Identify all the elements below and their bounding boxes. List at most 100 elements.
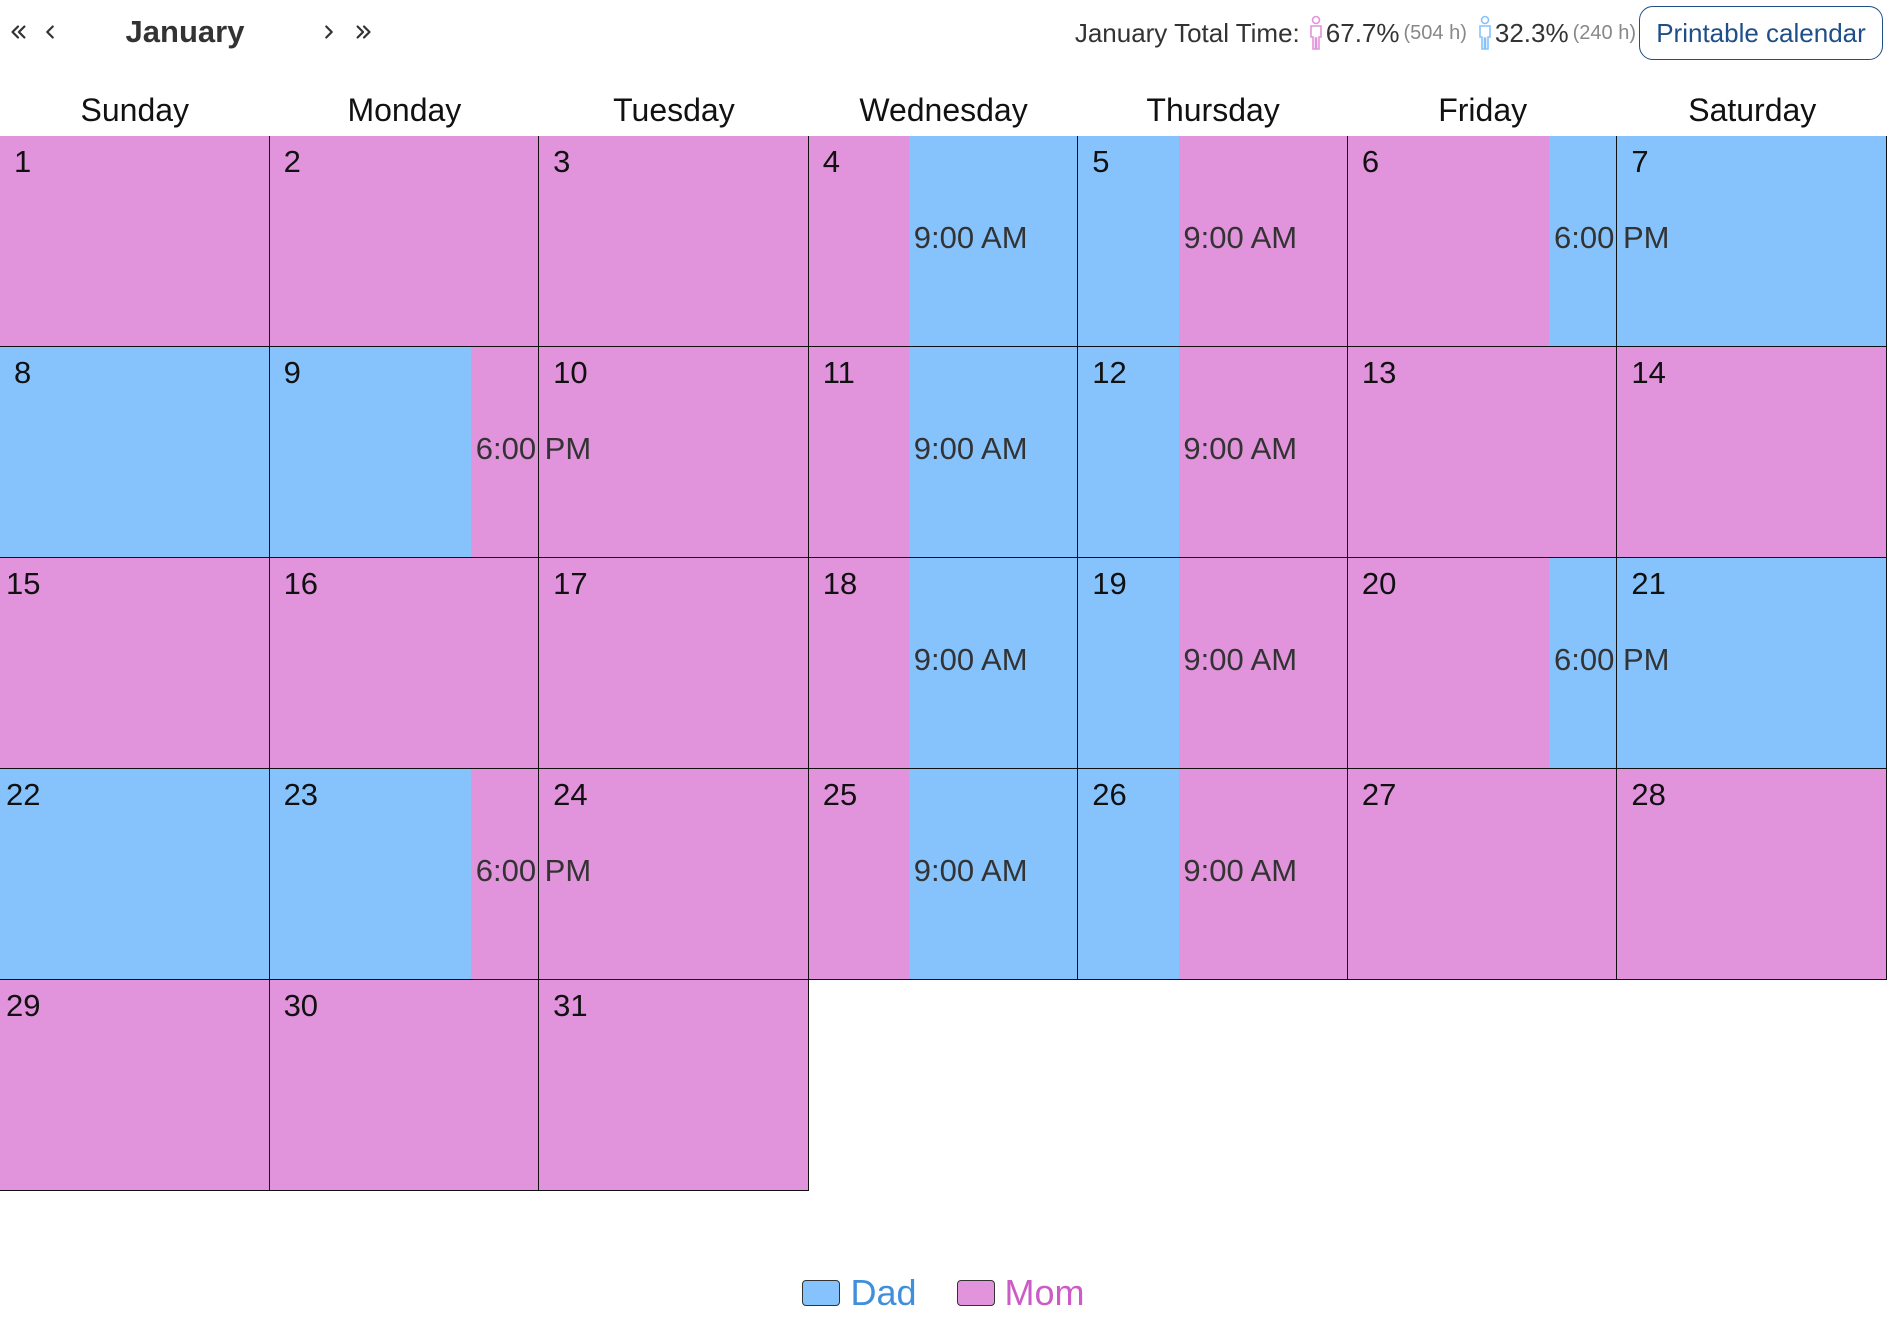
next-year-button[interactable] xyxy=(346,10,382,54)
weekday-label: Friday xyxy=(1438,92,1528,128)
day-number: 14 xyxy=(1631,355,1666,390)
day-cell[interactable]: 9:00 AM 4 xyxy=(808,136,1079,347)
day-number: 24 xyxy=(553,777,588,812)
weekday-label: Wednesday xyxy=(859,92,1028,128)
mom-time-segment xyxy=(1178,558,1347,768)
handoff-time-label: 9:00 AM xyxy=(1183,642,1298,677)
legend-label-dad: Dad xyxy=(850,1272,917,1313)
mom-time-segment xyxy=(1617,347,1886,557)
day-cell[interactable]: 7 xyxy=(1617,136,1887,347)
double-chevron-right-icon xyxy=(356,25,371,39)
day-cell[interactable]: 6:00 PM 23 xyxy=(269,769,591,980)
previous-year-button[interactable] xyxy=(0,10,36,54)
day-cell[interactable]: 8 xyxy=(0,347,270,558)
legend-item-mom: Mom xyxy=(956,1272,1085,1314)
dad-hours: (240 h) xyxy=(1572,21,1636,44)
mom-time-segment xyxy=(539,136,808,346)
weekday-label: Monday xyxy=(347,92,462,128)
mom-time-segment xyxy=(808,136,910,346)
day-number: 13 xyxy=(1361,355,1397,390)
day-cell[interactable]: 6:00 PM 9 xyxy=(269,347,591,558)
mom-time-segment xyxy=(0,136,269,346)
day-cell[interactable]: 3 xyxy=(539,136,809,347)
weekday-label: Tuesday xyxy=(613,92,735,128)
mom-time-segment xyxy=(269,136,539,346)
day-cell[interactable]: 30 xyxy=(269,980,540,1191)
weekday-label: Saturday xyxy=(1688,92,1817,128)
mom-percent: 67.7% xyxy=(1325,17,1400,48)
previous-month-button[interactable] xyxy=(32,10,68,54)
day-number: 19 xyxy=(1092,566,1127,601)
mom-time-segment xyxy=(470,769,539,979)
day-cell[interactable]: 9:00 AM 25 xyxy=(808,769,1079,980)
day-number: 28 xyxy=(1631,777,1666,812)
dad-time-segment xyxy=(1617,558,1886,768)
day-cell[interactable]: 17 xyxy=(539,558,809,769)
day-cell[interactable]: 9:00 AM 11 xyxy=(808,347,1079,558)
day-cell[interactable]: 1 xyxy=(0,136,270,347)
day-cell[interactable]: 6:00 PM 20 xyxy=(1347,558,1669,769)
day-cell[interactable]: 29 xyxy=(0,980,270,1191)
day-number: 31 xyxy=(553,988,588,1023)
day-number: 10 xyxy=(553,355,588,390)
dad-time-segment xyxy=(1549,558,1617,768)
day-cell[interactable]: 22 xyxy=(0,769,270,980)
dad-time-segment xyxy=(269,347,471,557)
day-cell[interactable]: 9:00 AM 26 xyxy=(1078,769,1348,980)
mom-time-segment xyxy=(539,769,808,979)
day-cell[interactable]: 24 xyxy=(539,769,809,980)
chevron-left-icon xyxy=(46,25,54,39)
mom-time-segment xyxy=(1178,136,1347,346)
day-number: 15 xyxy=(6,566,41,601)
day-cell[interactable]: 9:00 AM 18 xyxy=(808,558,1079,769)
mom-person-icon xyxy=(1309,15,1322,50)
day-cell[interactable]: 2 xyxy=(269,136,540,347)
dad-time-segment xyxy=(1078,136,1179,346)
month-title: January xyxy=(125,14,245,49)
day-number: 20 xyxy=(1361,566,1397,601)
dad-person-icon xyxy=(1479,15,1491,50)
day-cell[interactable]: 14 xyxy=(1617,347,1887,558)
handoff-time-label: 6:00 PM xyxy=(475,431,592,466)
mom-time-segment xyxy=(1178,347,1347,557)
mom-time-segment xyxy=(1347,347,1617,557)
dad-time-segment xyxy=(909,558,1078,768)
day-cell[interactable]: 15 xyxy=(0,558,270,769)
mom-time-segment xyxy=(1347,136,1550,346)
day-number: 12 xyxy=(1092,355,1127,390)
dad-time-segment xyxy=(0,347,269,557)
day-cell[interactable]: 10 xyxy=(539,347,809,558)
day-cell[interactable]: 27 xyxy=(1347,769,1618,980)
day-number: 9 xyxy=(283,355,301,390)
day-cell[interactable]: 16 xyxy=(269,558,540,769)
handoff-time-label: 9:00 AM xyxy=(1183,853,1298,888)
day-number: 4 xyxy=(822,144,840,179)
handoff-time-label: 6:00 PM xyxy=(1554,642,1670,677)
mom-time-segment xyxy=(470,347,539,557)
dad-swatch xyxy=(802,1280,841,1306)
next-month-button[interactable] xyxy=(311,10,347,54)
legend: Dad Mom xyxy=(0,1272,1887,1314)
total-time-label: January Total Time: xyxy=(1074,17,1300,48)
mom-time-segment xyxy=(269,558,539,768)
dad-time-segment xyxy=(0,769,269,979)
dad-time-segment xyxy=(1549,136,1617,346)
day-cell[interactable]: 28 xyxy=(1617,769,1887,980)
day-cell[interactable]: 21 xyxy=(1617,558,1887,769)
dad-total: 32.3% (240 h) xyxy=(1475,15,1644,51)
day-number: 30 xyxy=(283,988,319,1023)
day-number: 11 xyxy=(822,355,855,390)
day-cell[interactable]: 9:00 AM 5 xyxy=(1078,136,1348,347)
day-cell[interactable]: 9:00 AM 19 xyxy=(1078,558,1348,769)
day-cell[interactable]: 6:00 PM 6 xyxy=(1347,136,1669,347)
printable-calendar-button[interactable]: Printable calendar xyxy=(1639,6,1883,60)
day-cell[interactable]: 31 xyxy=(539,980,809,1191)
mom-time-segment xyxy=(1178,769,1347,979)
calendar-header: January January Total Time: 67.7% (504 h… xyxy=(0,0,1887,66)
dad-percent: 32.3% xyxy=(1494,17,1569,48)
day-number: 5 xyxy=(1092,144,1110,179)
day-cell[interactable]: 13 xyxy=(1347,347,1618,558)
dad-time-segment xyxy=(909,769,1078,979)
day-cell[interactable]: 9:00 AM 12 xyxy=(1078,347,1348,558)
mom-time-segment xyxy=(1347,769,1617,979)
